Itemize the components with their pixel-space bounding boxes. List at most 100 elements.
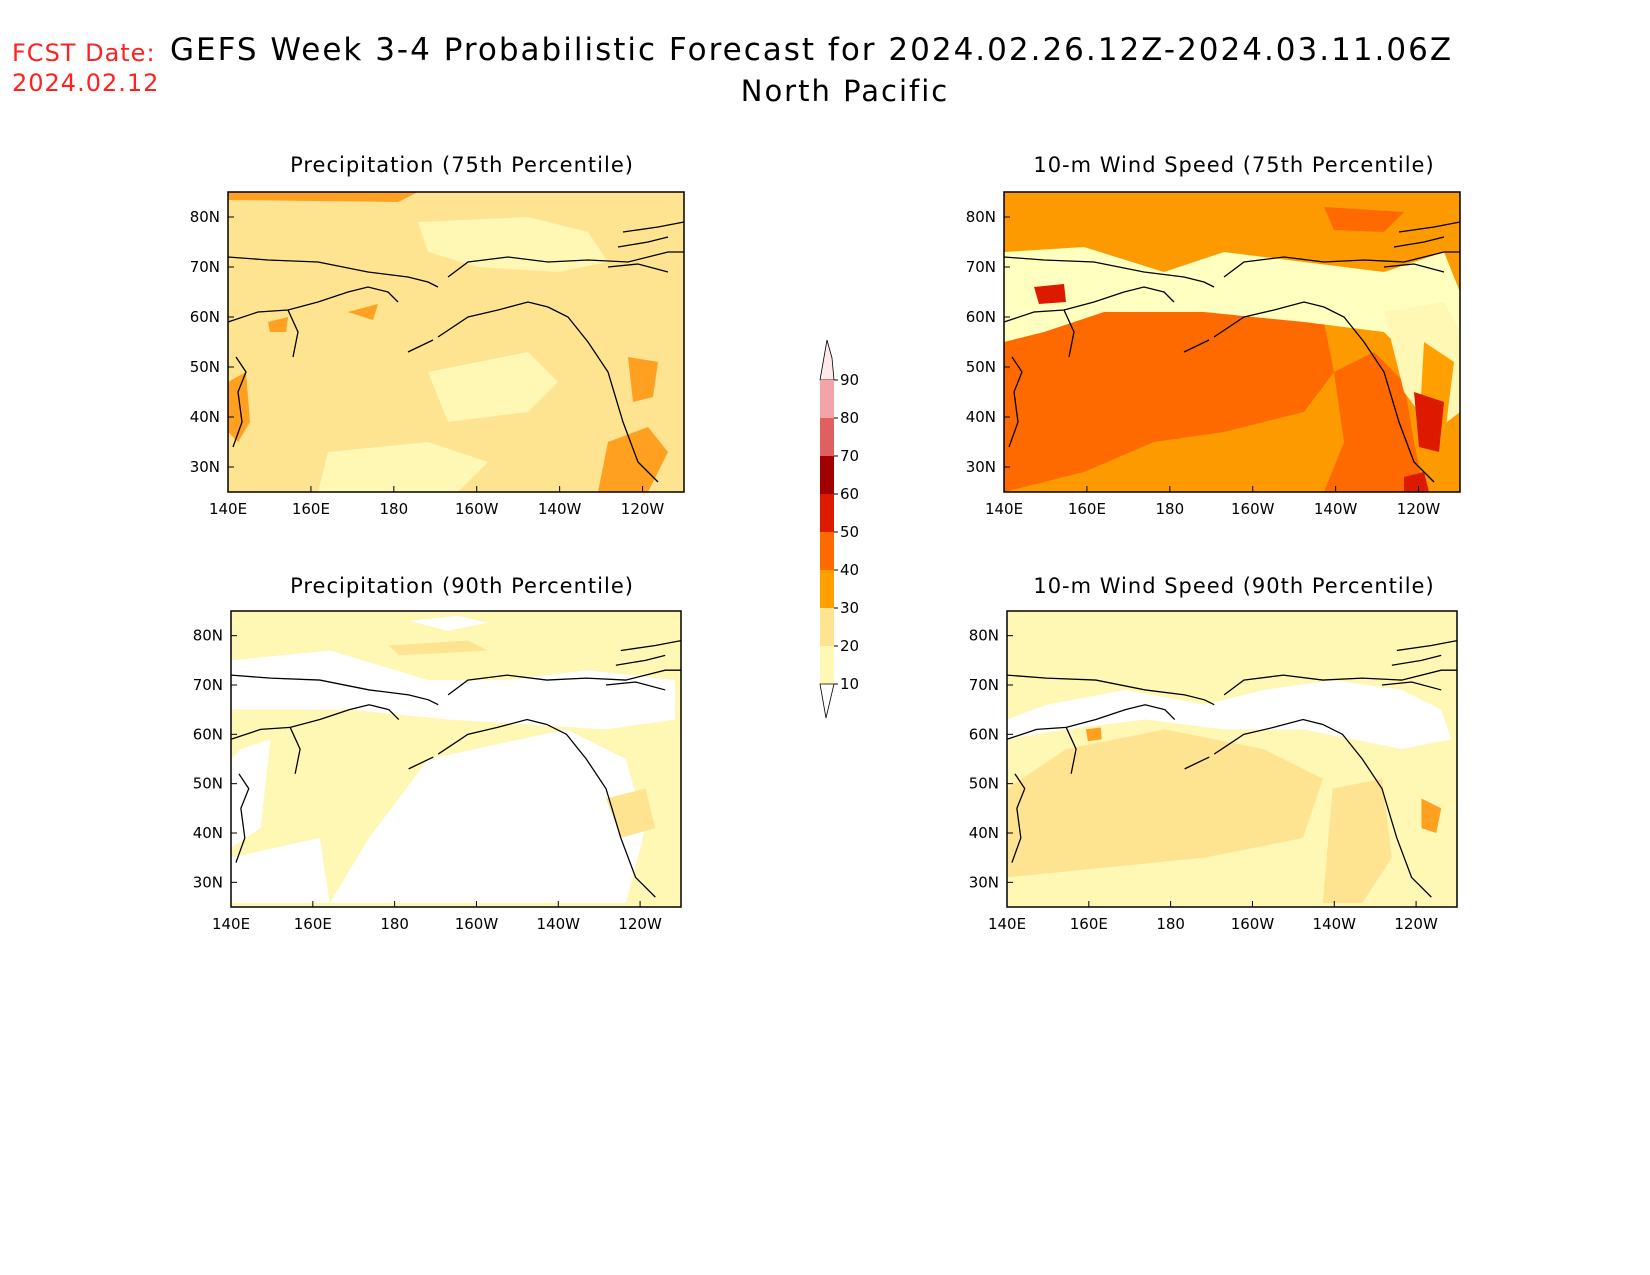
colorbar-segment [820,570,834,608]
colorbar-segment [820,380,834,418]
contour-patch [598,427,668,492]
colorbar-label: 50 [840,523,859,541]
contour-patch [1322,778,1392,904]
colorbar-top-arrow [819,339,835,381]
lat-tick-label: 40N [193,824,223,842]
coastline-segment [447,251,684,278]
contour-patch [1034,284,1066,304]
lon-tick-label: 120W [621,500,665,518]
panel-title-precip75: Precipitation (75th Percentile) [290,153,634,177]
lon-tick-label: 140W [1314,500,1358,518]
contour-patch [1324,352,1424,492]
fill-patches [231,615,676,904]
contour-patch [318,442,488,492]
map-frame [230,610,682,908]
coastline [230,639,682,898]
fcst-label: FCST Date: [12,39,156,67]
panel-title-wind75: 10-m Wind Speed (75th Percentile) [1033,153,1435,177]
lon-tick-label: 160W [455,915,499,933]
colorbar-label: 40 [840,561,859,579]
map-precip75: 140E 160E 180 160W 140W 120W 80N 70N 60N 50N 40N 30… [190,191,685,518]
page-title: GEFS Week 3-4 Probabilistic Forecast for… [0,32,1650,108]
map-frame [1003,191,1461,493]
contour-patch [1404,472,1429,492]
coastline-segment [1065,727,1077,774]
lat-tick-label: 40N [966,408,996,426]
lat-tick-label: 70N [966,258,996,276]
lon-tick-label: 140E [212,915,250,933]
colorbar-segment [820,418,834,456]
colorbar-label: 10 [840,675,859,693]
contour-patch [1085,727,1102,742]
lon-tick-label: 160E [294,915,332,933]
coastline-segment [437,301,659,483]
lat-tick-label: 80N [190,208,220,226]
contour-patch [1414,392,1444,452]
colorbar-label: 90 [840,371,859,389]
colorbar-label: 60 [840,485,859,503]
contour-patch [408,615,488,631]
contour-patch [1421,798,1442,833]
colorbar-bottom-arrow [819,683,835,719]
fill-patches [1007,680,1452,904]
coastline-segment [437,718,656,898]
contour-patch [418,217,608,272]
colorbar-segment [820,608,834,646]
contour-patch [348,304,378,320]
lon-tick-label: 140E [988,915,1026,933]
lat-tick-label: 60N [193,725,223,743]
coastline-segment [287,309,299,358]
lon-tick-label: 160E [1070,915,1108,933]
lon-tick-label: 140E [985,500,1023,518]
lat-tick-label: 60N [969,725,999,743]
contour-patch [1007,680,1452,750]
coastline-segment [1184,756,1210,770]
lon-tick-label: 140W [538,500,582,518]
coastline-segment [1213,718,1432,898]
colorbar-segment [820,456,834,494]
coastline-segment [1183,339,1210,353]
lat-tick-label: 30N [190,458,220,476]
coastline-segment [235,773,250,863]
coastline-segment [1391,654,1442,666]
lat-tick-label: 50N [193,775,223,793]
lon-tick-label: 180 [1155,500,1184,518]
contour-patch [628,357,658,402]
coastline-segment [232,356,247,448]
coastline-segment [447,669,682,696]
lat-tick-label: 60N [190,308,220,326]
lon-tick-label: 180 [380,915,409,933]
lon-tick-label: 180 [379,500,408,518]
coastline-segment [1383,263,1445,273]
contour-patch [268,317,288,332]
fill-patches [228,192,668,492]
lat-tick-label: 70N [193,676,223,694]
map-frame [1006,610,1458,908]
lat-tick-label: 80N [966,208,996,226]
lat-tick-label: 30N [193,873,223,891]
coastline-segment [230,674,439,706]
coastline [1003,221,1461,483]
coastline-segment [620,639,682,652]
lat-tick-label: 50N [969,775,999,793]
contour-patch [231,739,271,848]
coastline-segment [227,286,399,323]
lon-tick-label: 160E [1068,500,1106,518]
coastline-segment [1063,309,1075,358]
colorbar-label: 70 [840,447,859,465]
colorbar: 90 80 70 60 50 40 30 20 10 [819,339,859,719]
contour-patch [231,650,676,730]
lon-tick-label: 160W [455,500,499,518]
lat-tick-label: 30N [969,873,999,891]
coastline-segment [1223,669,1458,696]
lat-tick-label: 50N [966,358,996,376]
contour-patch [228,192,418,202]
coastline-segment [230,704,400,740]
coastline-segment [1393,236,1445,248]
lat-tick-label: 60N [966,308,996,326]
lon-tick-label: 120W [1397,500,1441,518]
coastline-segment [1008,356,1023,448]
lat-tick-label: 80N [193,627,223,645]
coastline-segment [617,236,669,248]
lat-tick-label: 80N [969,627,999,645]
